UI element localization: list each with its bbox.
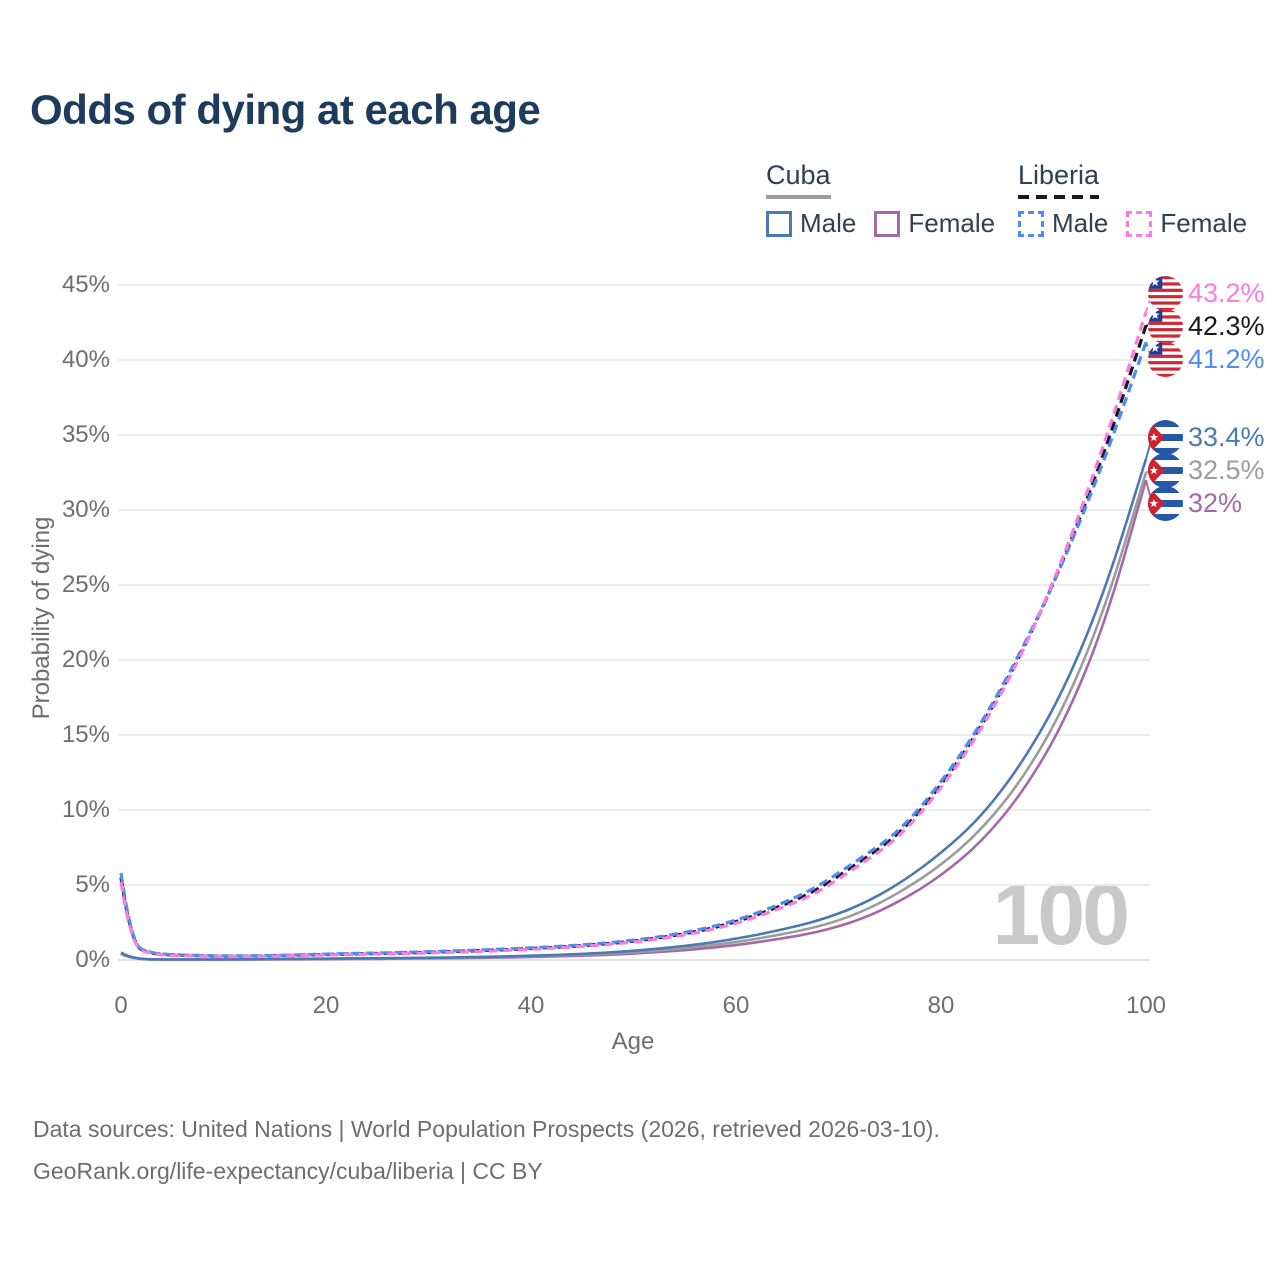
series-line-liberia-male bbox=[119, 341, 1148, 958]
data-sources-line: Data sources: United Nations | World Pop… bbox=[33, 1116, 940, 1142]
end-label-cuba-male: 33.4% bbox=[1148, 420, 1265, 455]
liberia-flag-icon bbox=[1148, 276, 1183, 311]
attribution-line: GeoRank.org/life-expectancy/cuba/liberia… bbox=[33, 1158, 543, 1184]
y-axis-ticks: 0% 5% 10% 15% 20% 25% 30% 35% 40% 45% bbox=[0, 0, 110, 1280]
y-axis-title: Probability of dying bbox=[28, 516, 55, 720]
end-value: 43.2% bbox=[1188, 278, 1265, 308]
legend-group-cuba: Cuba Male Female bbox=[766, 160, 995, 239]
end-value: 32.5% bbox=[1188, 455, 1265, 485]
y-tick-label: 30% bbox=[61, 496, 110, 523]
legend-label-cuba-female[interactable]: Female bbox=[908, 208, 996, 238]
series-line-cuba-male bbox=[120, 458, 1148, 961]
y-tick-label: 0% bbox=[75, 946, 110, 973]
y-tick-label: 15% bbox=[61, 721, 110, 748]
y-tick-label: 5% bbox=[75, 871, 110, 898]
cuba-flag-icon bbox=[1148, 420, 1183, 455]
y-tick-label: 20% bbox=[61, 646, 110, 673]
liberia-line-style-swatch bbox=[1018, 195, 1100, 199]
legend-label-liberia-female[interactable]: Female bbox=[1160, 208, 1248, 238]
series-line-liberia-female bbox=[119, 311, 1148, 959]
legend-label-cuba-male[interactable]: Male bbox=[800, 208, 857, 238]
legend-swatch-cuba-female[interactable] bbox=[874, 210, 901, 237]
end-value: 32% bbox=[1188, 488, 1243, 518]
x-tick-label: 20 bbox=[312, 992, 340, 1019]
legend-swatch-cuba-male[interactable] bbox=[766, 210, 792, 237]
series-line-liberia-both-sexes bbox=[119, 325, 1148, 958]
end-value: 42.3% bbox=[1188, 311, 1265, 341]
end-label-liberia-male: 41.2% bbox=[1148, 342, 1265, 377]
y-tick-label: 45% bbox=[61, 271, 110, 298]
legend-country-liberia[interactable]: Liberia bbox=[1018, 160, 1100, 199]
x-tick-label: 40 bbox=[517, 992, 545, 1019]
legend-swatch-liberia-male[interactable] bbox=[1018, 210, 1044, 237]
x-axis-ticks: 0 20 40 60 80 100 bbox=[0, 992, 1280, 1022]
end-label-liberia-both: 42.3% bbox=[1148, 309, 1265, 344]
end-label-liberia-female: 43.2% bbox=[1148, 276, 1265, 311]
x-tick-label: 0 bbox=[114, 992, 128, 1019]
legend-swatch-liberia-female[interactable] bbox=[1126, 210, 1153, 237]
x-tick-label: 100 bbox=[1125, 992, 1167, 1019]
age-watermark: 100 bbox=[992, 867, 1130, 963]
cuba-line-style-swatch bbox=[766, 195, 831, 199]
liberia-flag-icon bbox=[1148, 342, 1183, 377]
liberia-flag-icon bbox=[1148, 309, 1183, 344]
legend-label-liberia-male[interactable]: Male bbox=[1052, 208, 1109, 238]
y-tick-label: 40% bbox=[61, 346, 110, 373]
cuba-flag-icon bbox=[1148, 453, 1183, 488]
y-tick-label: 25% bbox=[61, 571, 110, 598]
end-label-cuba-both: 32.5% bbox=[1148, 453, 1265, 488]
series-line-cuba-both-sexes bbox=[120, 472, 1148, 961]
chart-title: Odds of dying at each age bbox=[30, 86, 541, 133]
legend-country-cuba-label: Cuba bbox=[766, 160, 831, 190]
x-tick-label: 80 bbox=[927, 992, 955, 1019]
legend-country-liberia-label: Liberia bbox=[1018, 160, 1100, 190]
end-value: 33.4% bbox=[1188, 422, 1265, 452]
y-tick-label: 35% bbox=[61, 421, 110, 448]
cuba-flag-icon bbox=[1148, 486, 1183, 521]
series-line-cuba-female bbox=[120, 479, 1148, 961]
x-axis-title: Age bbox=[611, 1028, 655, 1055]
end-label-cuba-female: 32% bbox=[1148, 486, 1242, 521]
footer: Data sources: United Nations | World Pop… bbox=[33, 1108, 940, 1192]
y-tick-label: 10% bbox=[61, 796, 110, 823]
legend-group-liberia: Liberia Male Female bbox=[1018, 160, 1247, 239]
x-tick-label: 60 bbox=[722, 992, 750, 1019]
end-value: 41.2% bbox=[1188, 344, 1265, 374]
legend-country-cuba[interactable]: Cuba bbox=[766, 160, 831, 199]
